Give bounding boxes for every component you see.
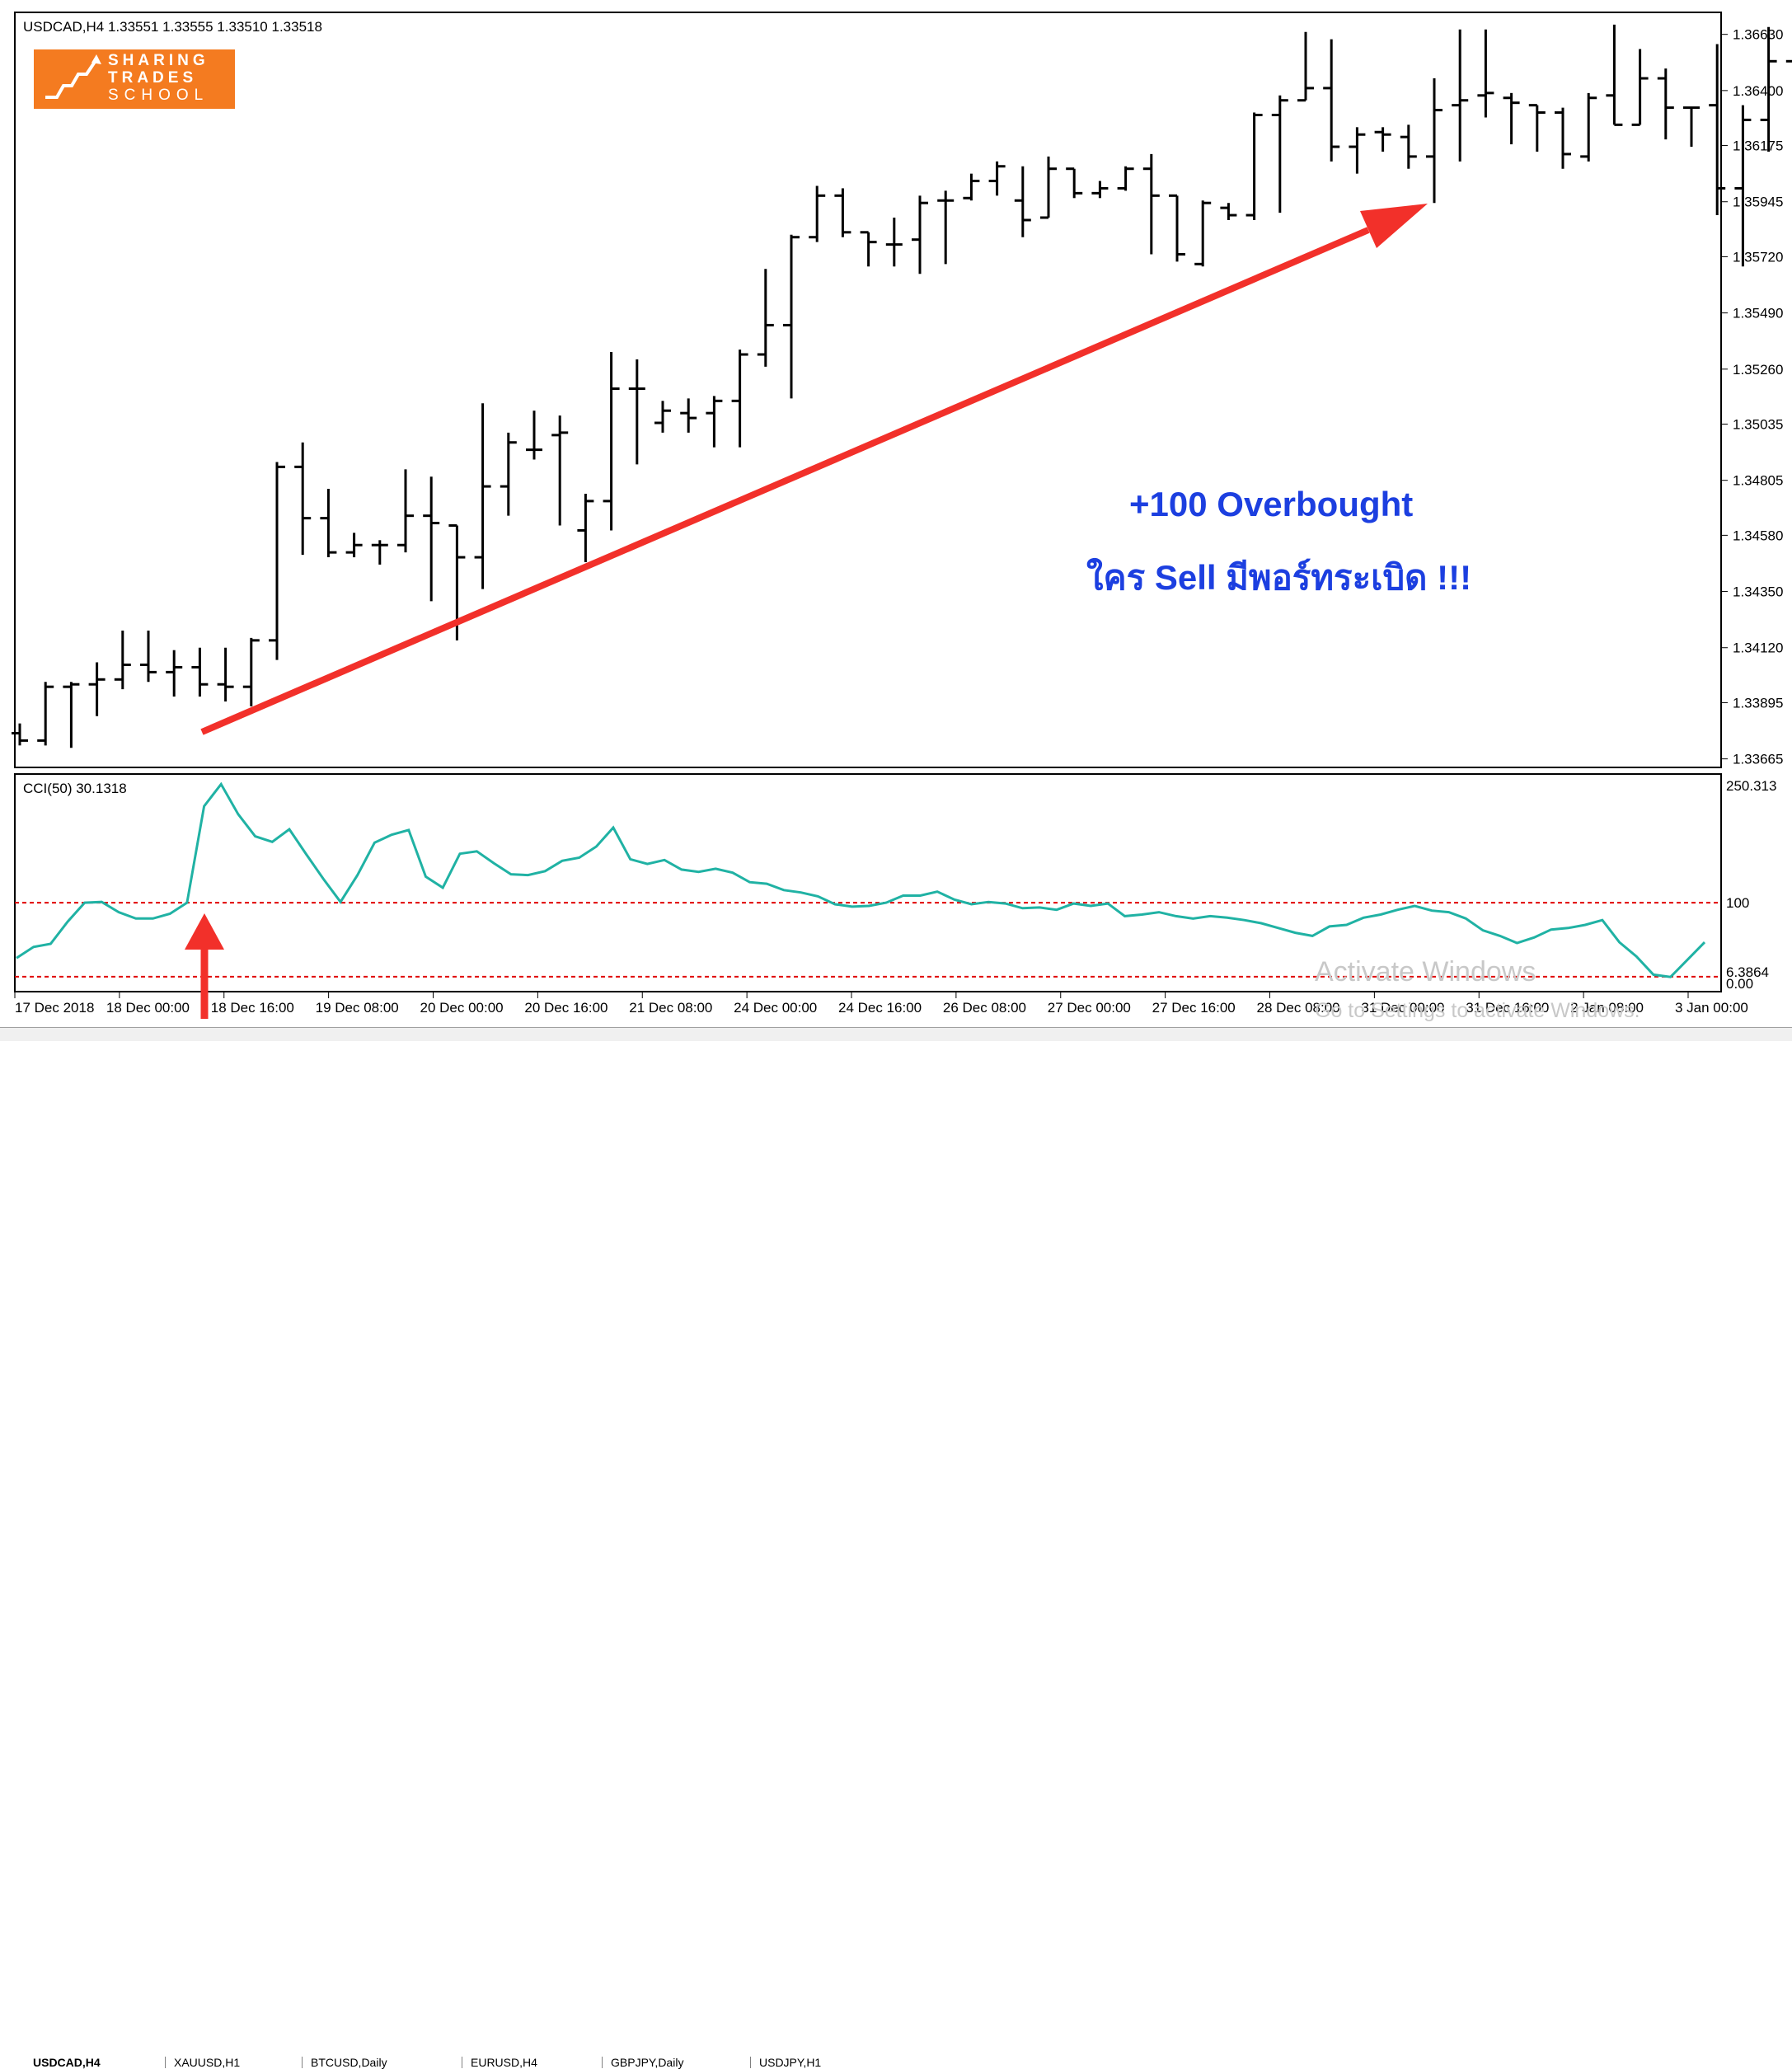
time-tick-label: 19 Dec 08:00 <box>316 1000 399 1016</box>
cci-info: CCI(50) 30.1318 <box>23 781 127 796</box>
tab-eurusd-h4[interactable]: EURUSD,H4 <box>462 2057 546 2068</box>
trend-arrow <box>200 204 1428 735</box>
price-tick-label: 1.35260 <box>1733 362 1783 378</box>
logo: SHARING TRADES SCHOOL <box>34 49 235 109</box>
tab-gbpjpy-daily[interactable]: GBPJPY,Daily <box>602 2057 692 2068</box>
time-tick-label: 28 Dec 08:00 <box>1257 1000 1340 1016</box>
annotation-overbought: +100 Overbought <box>1129 485 1414 523</box>
tab-usdcad-h4[interactable]: USDCAD,H4 <box>33 2056 101 2069</box>
time-tick-label: 20 Dec 00:00 <box>420 1000 504 1016</box>
time-tick-label: 2 Jan 08:00 <box>1570 1000 1644 1016</box>
time-tick-label: 3 Jan 00:00 <box>1675 1000 1748 1016</box>
price-tick-label: 1.35035 <box>1733 417 1783 433</box>
cci-levels <box>15 902 1721 978</box>
price-tick-label: 1.36630 <box>1733 27 1783 43</box>
cci-tick-label: 250.313 <box>1726 778 1776 794</box>
time-tick-label: 31 Dec 00:00 <box>1361 1000 1444 1016</box>
tab-xauusd-h1[interactable]: XAUUSD,H1 <box>165 2057 248 2068</box>
activation-watermark-title: Activate Windows <box>1315 956 1536 988</box>
time-tick-label: 18 Dec 16:00 <box>211 1000 294 1016</box>
time-tick-label: 27 Dec 16:00 <box>1152 1000 1236 1016</box>
time-axis: 17 Dec 2018 18 Dec 00:00 18 Dec 16:00 19 De… <box>14 992 1748 1016</box>
price-tick-label: 1.34350 <box>1733 584 1783 600</box>
logo-chart-icon <box>45 54 101 99</box>
logo-text-1: SHARING <box>108 52 209 69</box>
price-tick-label: 1.33665 <box>1733 752 1783 767</box>
price-tick-label: 1.35945 <box>1733 195 1783 210</box>
logo-text-2: TRADES <box>108 69 198 87</box>
annotation-warning: ใคร Sell มีพอร์ทระเบิด !!! <box>1086 558 1472 597</box>
price-tick-label: 1.34580 <box>1733 528 1783 543</box>
time-tick-label: 17 Dec 2018 <box>15 1000 94 1016</box>
price-pane[interactable] <box>14 12 1722 768</box>
tab-btcusd-daily[interactable]: BTCUSD,Daily <box>302 2057 396 2068</box>
time-tick-label: 27 Dec 00:00 <box>1048 1000 1131 1016</box>
cci-line <box>16 781 1706 978</box>
activation-watermark-text: Go to Settings to activate Windows. <box>1315 999 1640 1022</box>
chart-canvas[interactable]: 1.36630 1.36400 1.36175 1.35945 1.35720 1.354… <box>0 0 1792 1040</box>
price-tick-label: 1.36175 <box>1733 138 1783 154</box>
price-tick-label: 1.35720 <box>1733 249 1783 265</box>
price-axis: 1.36630 1.36400 1.36175 1.35945 1.35720 1.354… <box>1721 27 1783 767</box>
cci-tick-label: 100 <box>1726 895 1749 911</box>
time-tick-label: 24 Dec 16:00 <box>838 1000 922 1016</box>
time-tick-label: 24 Dec 00:00 <box>734 1000 817 1016</box>
time-tick-label: 31 Dec 16:00 <box>1466 1000 1549 1016</box>
price-tick-label: 1.34805 <box>1733 473 1783 489</box>
cci-tick-label: 6.3864 <box>1726 964 1769 980</box>
time-tick-label: 26 Dec 08:00 <box>943 1000 1026 1016</box>
symbol-info: USDCAD,H4 1.33551 1.33555 1.33510 1.3351… <box>23 19 322 35</box>
price-tick-label: 1.35490 <box>1733 306 1783 321</box>
cross-arrow <box>185 913 224 1019</box>
cci-pane[interactable] <box>14 773 1722 992</box>
time-tick-label: 20 Dec 16:00 <box>524 1000 607 1016</box>
time-tick-label: 21 Dec 08:00 <box>629 1000 712 1016</box>
price-tick-label: 1.36400 <box>1733 83 1783 99</box>
cci-tick-label: 0.00 <box>1726 976 1753 992</box>
price-bars <box>12 24 1792 748</box>
price-tick-label: 1.33895 <box>1733 695 1783 711</box>
price-tick-label: 1.34120 <box>1733 640 1783 656</box>
tab-usdjpy-h1[interactable]: USDJPY,H1 <box>750 2057 829 2068</box>
logo-text-3: SCHOOL <box>108 87 209 104</box>
chart-tabs-bar: USDCAD,H4 XAUUSD,H1 BTCUSD,Daily EURUSD,… <box>0 1027 1792 2068</box>
time-tick-label: 18 Dec 00:00 <box>106 1000 190 1016</box>
